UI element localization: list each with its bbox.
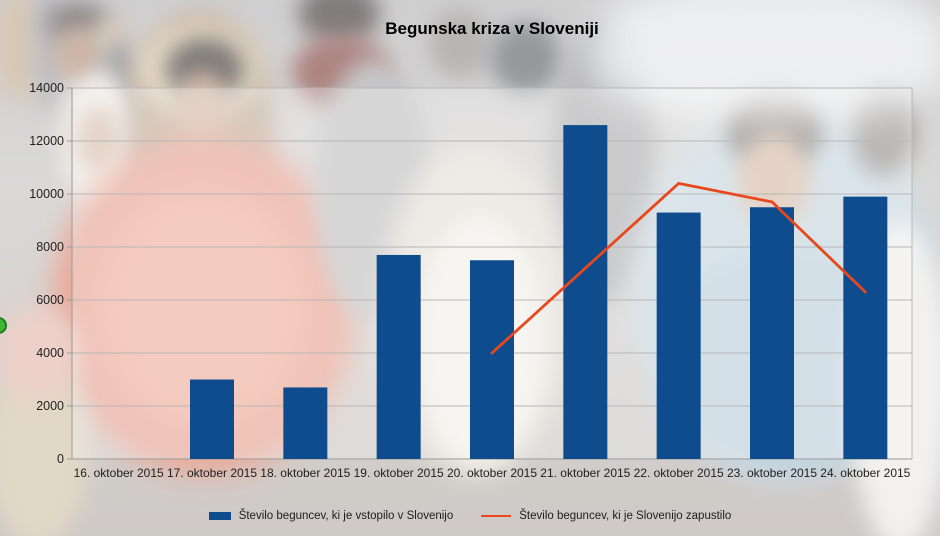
legend-line-swatch [481,515,512,517]
y-tick-label: 12000 [29,134,64,148]
legend-bar-swatch [208,512,231,520]
y-tick-label: 4000 [36,346,64,360]
x-tick-label: 17. oktober 2015 [166,466,258,480]
y-tick-label: 10000 [29,187,64,201]
photo-blob [0,305,80,400]
x-tick-label: 21. oktober 2015 [540,466,631,480]
chart-legend: Število beguncev, ki je vstopilo v Slove… [0,510,940,522]
photo-blob [590,0,940,120]
y-tick-label: 14000 [29,81,64,95]
x-tick-label: 16. oktober 2015 [73,466,164,480]
photo-blob [490,22,562,94]
y-tick-label: 0 [57,452,64,466]
x-tick-label: 23. oktober 2015 [726,466,818,480]
chart-title: Begunska kriza v Sloveniji [385,19,599,38]
y-tick-label: 6000 [36,293,64,307]
x-tick-label: 22. oktober 2015 [633,466,724,480]
legend-label-entered: Število beguncev, ki je vstopilo v Slove… [238,510,454,522]
bar-21-oktober-2015 [563,125,608,459]
bar-24-oktober-2015 [843,196,888,459]
x-tick-label: 19. oktober 2015 [353,466,444,480]
bar-20-oktober-2015 [470,260,514,459]
photo-blob [0,0,42,103]
line-series [490,181,867,355]
bar-17-oktober-2015 [190,379,234,459]
x-tick-label: 20. oktober 2015 [446,466,538,480]
x-tick-label: 18. oktober 2015 [260,466,351,480]
bar-19-oktober-2015 [376,254,421,459]
x-tick-label: 24. oktober 2015 [820,466,911,480]
bar-18-oktober-2015 [283,387,328,459]
photo-blob [175,72,229,144]
legend-label-left: Število beguncev, ki je Slovenijo zapust… [519,510,732,522]
y-tick-label: 8000 [36,240,64,254]
photo-blob [428,8,490,80]
bar-23-oktober-2015 [750,207,794,459]
y-tick-label: 2000 [36,399,64,413]
bar-22-oktober-2015 [656,212,701,459]
photo-blob [76,106,120,172]
